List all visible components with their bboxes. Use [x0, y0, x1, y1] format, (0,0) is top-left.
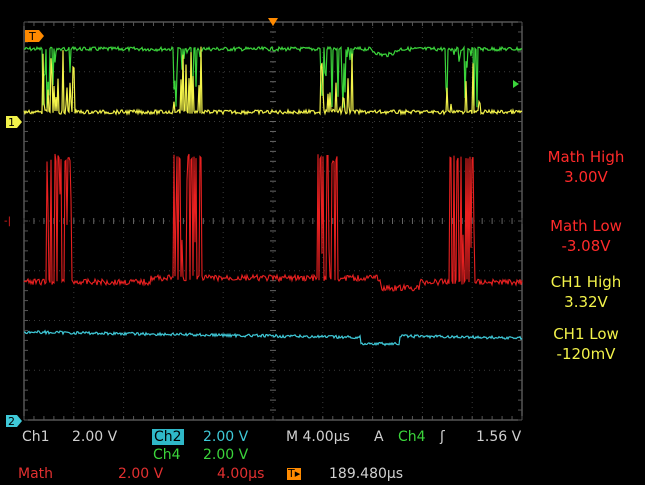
math-scale: 2.00 V [118, 466, 164, 482]
measurement-value: -120mV [556, 345, 616, 363]
measurement-label: Math Low [550, 217, 622, 235]
ch1-label[interactable]: Ch1 [22, 429, 50, 445]
ch2-marker-label: 2 [8, 415, 15, 428]
measurement-value: 3.32V [564, 293, 608, 311]
timebase[interactable]: M 4.00µs [286, 429, 350, 445]
trigger-position: 189.480µs [329, 466, 404, 482]
measurement-value: -3.08V [561, 237, 611, 255]
trigger-slope-icon: ʃ [440, 429, 445, 445]
ch2-trace [24, 329, 523, 347]
ch2-marker-icon[interactable] [6, 415, 22, 427]
trigger-time-marker-icon[interactable] [268, 18, 278, 26]
math-label[interactable]: Math [18, 466, 54, 482]
ch1-marker-label: 1 [8, 116, 15, 129]
measurement-label: Math High [547, 148, 625, 166]
waveform-traces [23, 45, 523, 347]
graticule [23, 21, 523, 421]
trigger-mode: A [374, 429, 384, 445]
ch2-label[interactable]: Ch2 [152, 429, 184, 445]
ch1-scale: 2.00 V [72, 429, 118, 445]
math-high-readout: Math High 3.00V [527, 147, 645, 187]
measurement-label: CH1 High [550, 273, 622, 291]
ch1-marker-icon[interactable] [6, 116, 22, 128]
channel-markers: T 1 2 -| [4, 18, 519, 428]
trigger-marker-label: T [28, 30, 36, 43]
trigger-position-icon: T▸ [287, 467, 302, 480]
trigger-marker-icon[interactable] [25, 30, 44, 42]
ch4-label[interactable]: Ch4 [153, 447, 181, 463]
ch1-trace [23, 46, 523, 116]
measurement-label: CH1 Low [553, 325, 619, 343]
math-marker-icon[interactable]: -| [4, 216, 11, 227]
ch1-low-readout: CH1 Low -120mV [527, 324, 645, 364]
math-timebase: 4.00µs [217, 466, 265, 482]
trigger-source[interactable]: Ch4 [398, 429, 426, 445]
math-trace [23, 153, 523, 292]
trigger-level: 1.56 V [476, 429, 522, 445]
ch4-scale: 2.00 V [203, 447, 249, 463]
math-low-readout: Math Low -3.08V [527, 216, 645, 256]
ch4-marker-icon[interactable] [513, 80, 519, 88]
ch1-high-readout: CH1 High 3.32V [527, 272, 645, 312]
ch4-trace [23, 45, 523, 109]
measurement-value: 3.00V [564, 168, 608, 186]
ch2-scale: 2.00 V [203, 429, 249, 445]
